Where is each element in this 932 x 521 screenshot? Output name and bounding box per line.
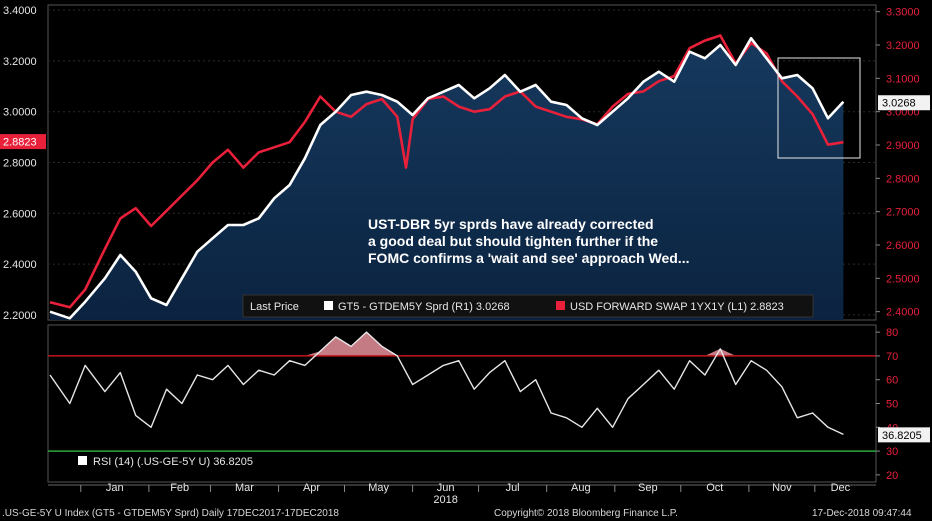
price-series-lines (49, 34, 845, 320)
rsi-axis-tick-label: 70 (886, 351, 898, 363)
rsi-legend: RSI (14) (.US-GE-5Y U) 36.8205 (78, 456, 253, 468)
rsi-axis-tick-label: 80 (886, 327, 898, 339)
swap-series-line (49, 34, 844, 309)
spread-series-line (49, 37, 845, 320)
rsi-panel: 2030405060708036.8205 (48, 327, 930, 482)
legend-label-swap: USD FORWARD SWAP 1YX1Y (L1) 2.8823 (570, 301, 784, 313)
annotation-line: a good deal but should tighten further i… (368, 233, 658, 249)
price-legend: Last Price GT5 - GTDEM5Y Sprd (R1) 3.026… (242, 294, 814, 318)
right-axis-tick-label: 3.1000 (886, 73, 920, 85)
x-axis-month-label: Oct (706, 482, 723, 494)
left-axis-tick-label: 2.6000 (3, 208, 37, 220)
x-axis-month-label: May (368, 482, 389, 494)
right-axis-tick-label: 2.8000 (886, 173, 920, 185)
rsi-axis-tick-label: 20 (886, 470, 898, 482)
left-axis-tick-label: 3.4000 (3, 5, 37, 17)
right-last-value-tag: 3.0268 (878, 95, 930, 111)
rsi-axis-tick-label: 50 (886, 399, 898, 411)
legend-background (242, 294, 814, 318)
rsi-axis-tick-label: 60 (886, 375, 898, 387)
annotation-line: FOMC confirms a 'wait and see' approach … (368, 250, 689, 266)
right-axis-tick-label: 2.6000 (886, 240, 920, 252)
legend-swatch-spread (324, 301, 333, 310)
rsi-legend-label: RSI (14) (.US-GE-5Y U) 36.8205 (93, 456, 253, 468)
footer-timestamp: 17-Dec-2018 09:47:44 (812, 508, 912, 519)
rsi-last-value-background (878, 427, 930, 443)
x-axis-month-label: Jun (437, 482, 455, 494)
left-y-axis: 2.2000 2.4000 2.6000 2.8000 3.0000 3.2000 3.40… (3, 5, 37, 322)
rsi-series-line (49, 331, 844, 436)
x-axis-month-label: Nov (772, 482, 792, 494)
x-axis-year-label: 2018 (433, 494, 457, 506)
right-y-axis: 2.40002.50002.60002.70002.80002.90003.00… (876, 7, 920, 319)
right-last-value-label: 3.0268 (882, 98, 916, 110)
footer-bar: .US-GE-5Y U Index (GT5 - GTDEM5Y Sprd) D… (0, 506, 932, 521)
left-last-value-background (0, 134, 46, 150)
x-axis-month-label: Dec (831, 482, 851, 494)
spread-area-fill (50, 38, 844, 321)
footer-copyright: Copyright© 2018 Bloomberg Finance L.P. (494, 508, 678, 519)
left-axis-tick-label: 3.0000 (3, 107, 37, 119)
x-axis: Jan Feb Mar Apr May Jun Jul Aug Sep Oct Nov Dec 2018 (48, 482, 876, 506)
right-axis-tick-label: 3.2000 (886, 40, 920, 52)
rsi-overbought-fill (304, 332, 736, 356)
footer-security: .US-GE-5Y U Index (GT5 - GTDEM5Y Sprd) D… (2, 508, 339, 519)
annotation-line: UST-DBR 5yr sprds have already corrected (368, 216, 654, 232)
x-axis-month-label: Mar (235, 482, 254, 494)
right-axis-tick-label: 3.3000 (886, 7, 920, 19)
left-axis-tick-label: 3.2000 (3, 56, 37, 68)
x-axis-month-label: Feb (170, 482, 189, 494)
rsi-axis-tick-label: 30 (886, 446, 898, 458)
left-axis-tick-label: 2.2000 (3, 310, 37, 322)
highlight-box (777, 57, 861, 159)
left-axis-tick-label: 2.4000 (3, 259, 37, 271)
x-axis-month-label: Sep (638, 482, 658, 494)
left-last-value-label: 2.8823 (3, 137, 37, 149)
rsi-legend-swatch (78, 456, 87, 465)
right-axis-tick-label: 2.4000 (886, 307, 920, 319)
left-axis-tick-label: 2.8000 (3, 158, 37, 170)
x-axis-month-label: Apr (303, 482, 320, 494)
x-axis-month-label: Jan (106, 482, 124, 494)
right-axis-tick-label: 2.9000 (886, 140, 920, 152)
legend-label-spread: GT5 - GTDEM5Y Sprd (R1) 3.0268 (338, 301, 510, 313)
chart-annotation: UST-DBR 5yr sprds have already corrected… (368, 216, 689, 266)
rsi-panel-frame (47, 324, 877, 483)
right-last-value-background (878, 95, 930, 111)
x-axis-month-label: Aug (571, 482, 591, 494)
right-axis-tick-label: 2.7000 (886, 207, 920, 219)
legend-swatch-swap (556, 301, 565, 310)
x-axis-month-label: Jul (506, 482, 520, 494)
legend-title: Last Price (250, 301, 299, 313)
rsi-last-value-label: 36.8205 (882, 430, 922, 442)
right-axis-tick-label: 2.5000 (886, 273, 920, 285)
left-last-value-tag: 2.8823 (0, 134, 46, 150)
